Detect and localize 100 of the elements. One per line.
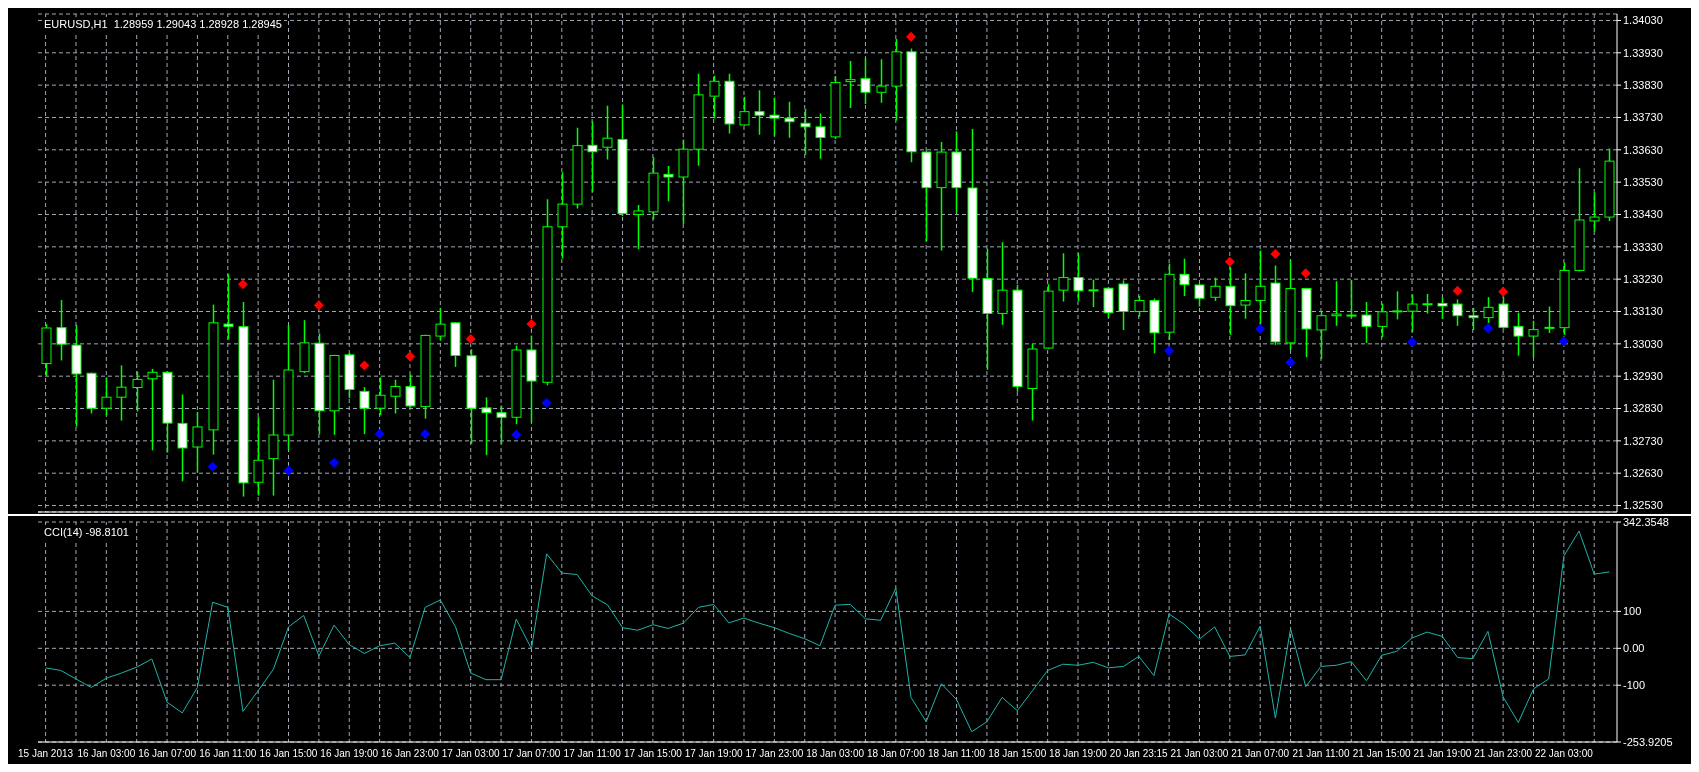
- y-tick-label: 1.32630: [1623, 467, 1663, 480]
- x-tick-label: 18 Jan 07:00: [866, 748, 926, 760]
- candlestick: [405, 374, 416, 408]
- candlestick: [769, 97, 780, 136]
- point: [1164, 345, 1175, 356]
- x-tick-label: 18 Jan 11:00: [928, 748, 986, 760]
- y-tick-label: 1.33130: [1623, 305, 1663, 318]
- point: [541, 398, 552, 409]
- y-tick-label: -253.9205: [1623, 735, 1673, 748]
- x-tick-label: 16 Jan 07:00: [138, 748, 197, 760]
- y-tick-label: 1.33830: [1623, 79, 1663, 92]
- candlestick: [1468, 307, 1479, 331]
- y-tick-label: -100: [1623, 679, 1646, 692]
- candlestick: [1058, 253, 1069, 302]
- x-tick-label: 16 Jan 15:00: [259, 748, 318, 760]
- x-tick-label: 21 Jan 07:00: [1231, 748, 1290, 760]
- point: [404, 351, 415, 362]
- point: [1407, 336, 1418, 347]
- point: [511, 429, 522, 440]
- y-tick-label: 1.33330: [1623, 240, 1663, 253]
- point: [359, 360, 370, 371]
- candlestick: [132, 371, 143, 412]
- chart-title: EURUSD,H1 1.28959 1.29043 1.28928 1.28945: [42, 17, 284, 32]
- line-series: [45, 530, 1610, 733]
- candlestick: [1210, 277, 1221, 301]
- x-tick-label: 21 Jan 11:00: [1292, 748, 1350, 760]
- candlestick: [56, 300, 67, 361]
- x-tick-label: 20 Jan 23:15: [1109, 748, 1169, 760]
- candlestick: [1407, 294, 1418, 332]
- candlestick: [1194, 284, 1205, 307]
- x-tick-label: 16 Jan 03:00: [77, 748, 136, 760]
- y-tick-label: 1.32830: [1623, 402, 1663, 415]
- point: [526, 319, 537, 330]
- candlestick: [784, 101, 795, 138]
- x-tick-label: 17 Jan 19:00: [684, 748, 743, 760]
- candlestick: [845, 61, 856, 108]
- x-tick-label: 16 Jan 11:00: [199, 748, 257, 760]
- x-tick-label: 21 Jan 03:00: [1170, 748, 1229, 760]
- y-tick-label: 1.33030: [1623, 337, 1663, 350]
- candlestick: [997, 242, 1008, 325]
- x-tick-label: 15 Jan 2013: [18, 748, 74, 760]
- candlestick: [1377, 303, 1388, 338]
- candlestick: [435, 307, 446, 341]
- y-tick-label: 1.33630: [1623, 143, 1663, 156]
- candlestick: [1240, 273, 1251, 319]
- candlestick: [481, 397, 492, 456]
- candlestick: [709, 75, 720, 119]
- candlestick: [1452, 299, 1463, 326]
- x-tick-label: 22 Jan 03:00: [1534, 748, 1594, 760]
- candlestick: [587, 121, 598, 192]
- y-tick-label: 1.33530: [1623, 176, 1663, 189]
- candlestick: [1346, 280, 1357, 318]
- point: [237, 279, 248, 290]
- point: [374, 429, 385, 440]
- point: [283, 465, 294, 476]
- y-tick-label: 1.33230: [1623, 273, 1663, 286]
- point: [1285, 357, 1296, 368]
- candlestick: [739, 97, 750, 126]
- point: [1498, 286, 1509, 297]
- y-tick-label: 0.00: [1623, 642, 1645, 655]
- point: [1255, 323, 1266, 334]
- candlestick: [359, 387, 370, 435]
- point: [207, 461, 218, 472]
- x-tick-label: 17 Jan 11:00: [563, 748, 622, 760]
- candlestick: [1179, 258, 1190, 297]
- candlestick: [268, 379, 279, 496]
- candlestick: [1483, 297, 1494, 323]
- point: [420, 429, 431, 440]
- x-tick-label: 21 Jan 15:00: [1352, 748, 1412, 760]
- candlestick: [1134, 295, 1145, 317]
- y-tick-label: 1.33730: [1623, 111, 1663, 124]
- candlestick: [253, 417, 264, 496]
- point: [1558, 336, 1569, 347]
- y-tick-label: 1.33430: [1623, 208, 1663, 221]
- candlestick: [1316, 311, 1327, 360]
- y-tick-label: 1.32930: [1623, 370, 1663, 383]
- candlestick: [223, 274, 234, 340]
- candlestick: [1392, 291, 1403, 320]
- candlestick: [147, 368, 158, 451]
- candlestick: [1088, 279, 1099, 308]
- point: [465, 333, 476, 344]
- point: [1300, 268, 1311, 279]
- candlestick: [815, 113, 826, 159]
- candlestick: [557, 172, 568, 259]
- candlestick: [101, 377, 112, 416]
- y-tick-label: 342.3548: [1623, 515, 1669, 528]
- point: [329, 457, 340, 468]
- candlestick: [1513, 312, 1524, 356]
- x-tick-label: 18 Jan 03:00: [806, 748, 865, 760]
- x-tick-label: 21 Jan 23:00: [1474, 748, 1533, 760]
- candlestick: [375, 377, 386, 416]
- y-tick-label: 1.32530: [1623, 499, 1663, 512]
- candlestick: [1498, 296, 1509, 329]
- y-tick-label: 1.34030: [1623, 14, 1663, 27]
- candlestick: [1331, 281, 1342, 326]
- x-tick-label: 18 Jan 15:00: [988, 748, 1047, 760]
- x-tick-label: 21 Jan 19:00: [1413, 748, 1472, 760]
- candlestick: [602, 105, 613, 160]
- candlestick: [633, 205, 644, 250]
- candlestick: [1544, 306, 1555, 333]
